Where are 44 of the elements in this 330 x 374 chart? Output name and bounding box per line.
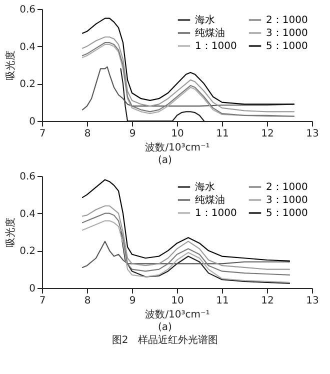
y-axis-title: 吸光度 [4, 218, 17, 248]
x-tick-label: 7 [39, 128, 46, 140]
legend-label: 3：1000 [266, 195, 308, 206]
x-tick-label: 10 [171, 128, 184, 140]
x-tick-label: 7 [39, 296, 46, 306]
legend-label: 5：1000 [266, 208, 308, 219]
x-tick-label: 8 [84, 296, 91, 306]
x-tick-label: 10 [171, 296, 184, 306]
legend-label: 3：1000 [266, 28, 308, 39]
x-tick-label: 8 [84, 128, 91, 140]
legend-label: 海水 [195, 181, 215, 193]
legend-label: 纯煤油 [195, 27, 225, 39]
x-axis-title: 波数/10³cm⁻¹ [145, 308, 210, 320]
y-tick-label: 0.4 [20, 42, 36, 53]
y-tick-label: 0.6 [20, 4, 36, 16]
y-tick-label: 0.2 [20, 246, 36, 258]
line-series [82, 220, 290, 283]
caption: 图2 样品近红外光谱图 [110, 334, 220, 347]
text: (a) [157, 321, 173, 334]
x-axis-title: 波数/10³cm⁻¹ [145, 142, 210, 154]
y-axis-title: 吸光度 [4, 50, 17, 80]
y-tick-label: 0.2 [20, 79, 36, 90]
line-series [82, 240, 290, 268]
y-tick-label: 0.6 [20, 172, 36, 182]
x-tick-label: 13 [306, 128, 319, 140]
x-tick-label: 11 [216, 128, 229, 140]
legend-label: 5：1000 [266, 41, 308, 52]
line-series [120, 231, 290, 284]
x-tick-label: 9 [129, 296, 136, 306]
y-tick-label: 0 [29, 116, 36, 128]
x-tick-label: 12 [261, 128, 274, 140]
y-tick-label: 0 [29, 284, 36, 294]
legend-label: 纯煤油 [195, 194, 225, 206]
x-tick-label: 13 [306, 296, 319, 306]
x-tick-label: 12 [261, 296, 274, 306]
legend-label: 1：1000 [195, 208, 237, 219]
legend-label: 海水 [195, 14, 215, 26]
x-tick-label: 11 [216, 296, 229, 306]
y-tick-label: 0.4 [20, 208, 36, 220]
legend-label: 2：1000 [266, 182, 308, 193]
legend-label: 2：1000 [266, 15, 308, 26]
x-tick-label: 9 [129, 128, 136, 140]
legend-label: 1：1000 [195, 41, 237, 52]
text: (a) [157, 154, 173, 167]
